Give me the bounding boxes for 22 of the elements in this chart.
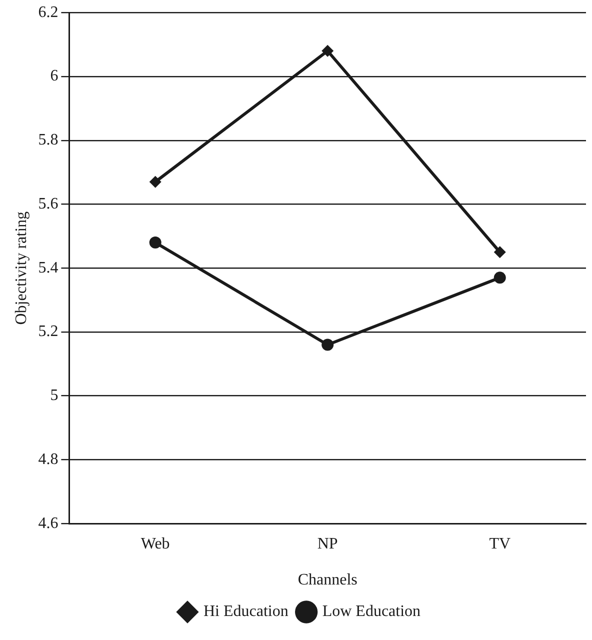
- x-tick-label: TV: [489, 535, 511, 552]
- point: [149, 176, 162, 188]
- point: [149, 236, 162, 249]
- y-tick-label: 6.2: [38, 4, 58, 21]
- x-tick-label: NP: [317, 535, 338, 552]
- y-axis-title: Objectivity rating: [12, 211, 30, 325]
- y-tick-label: 5.6: [38, 195, 58, 212]
- legend-label: Hi Education: [203, 603, 288, 620]
- point: [322, 44, 334, 57]
- x-tick-label: Web: [140, 535, 170, 552]
- point: [494, 246, 506, 258]
- point: [322, 338, 334, 351]
- y-tick-label: 5.8: [38, 132, 58, 149]
- y-tick-label: 4.8: [38, 450, 58, 468]
- legend-label: Low Education: [322, 603, 421, 620]
- y-tick-label: 5.4: [38, 259, 58, 276]
- x-axis-title: Channels: [298, 572, 358, 589]
- point: [494, 272, 506, 284]
- y-tick-label: 4.6: [38, 514, 58, 532]
- y-tick-label: 6: [50, 68, 58, 85]
- y-tick-label: 5.2: [38, 323, 58, 340]
- y-tick-label: 5: [50, 387, 58, 404]
